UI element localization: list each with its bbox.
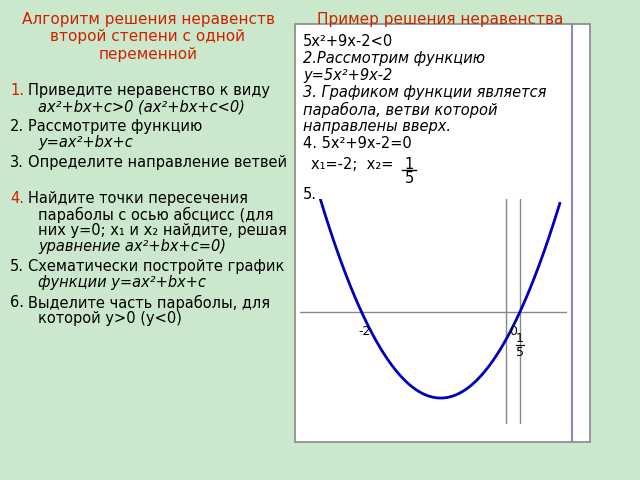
Text: Найдите точки пересечения: Найдите точки пересечения [28,191,248,206]
Text: 5x²+9x-2<0: 5x²+9x-2<0 [303,34,393,49]
Text: Определите направление ветвей: Определите направление ветвей [28,155,287,170]
Text: x₁=-2;  x₂=: x₁=-2; x₂= [311,157,394,172]
Text: Выделите часть параболы, для: Выделите часть параболы, для [28,295,270,311]
Text: направлены вверх.: направлены вверх. [303,119,451,134]
Text: Приведите неравенство к виду: Приведите неравенство к виду [28,83,270,98]
Text: y=5x²+9x-2: y=5x²+9x-2 [303,68,392,83]
Text: Рассмотрите функцию: Рассмотрите функцию [28,119,202,134]
Text: функции y=ax²+bx+c: функции y=ax²+bx+c [38,275,206,290]
Text: y=ax²+bx+c: y=ax²+bx+c [38,135,132,150]
Text: них y=0; x₁ и x₂ найдите, решая: них y=0; x₁ и x₂ найдите, решая [38,223,287,238]
Text: параболы с осью абсцисс (для: параболы с осью абсцисс (для [38,207,273,223]
Text: 0: 0 [509,325,517,338]
Text: 1.: 1. [10,83,24,98]
Text: 3. Графиком функции является: 3. Графиком функции является [303,85,547,100]
Text: парабола, ветви которой: парабола, ветви которой [303,102,497,118]
Text: которой y>0 (y<0): которой y>0 (y<0) [38,311,182,326]
Text: 1: 1 [404,157,413,172]
Text: 6.: 6. [10,295,24,310]
Text: 5.: 5. [10,259,24,274]
Text: 2.: 2. [10,119,24,134]
Text: 5.: 5. [303,187,317,202]
Text: Пример решения неравенства: Пример решения неравенства [317,12,563,27]
Text: 1: 1 [516,332,524,345]
Text: 4.: 4. [10,191,24,206]
Text: 4. 5x²+9x-2=0: 4. 5x²+9x-2=0 [303,136,412,151]
Text: 5: 5 [516,347,524,360]
Text: -2: -2 [359,325,371,338]
Text: уравнение ax²+bx+c=0): уравнение ax²+bx+c=0) [38,239,226,254]
Text: Схематически постройте график: Схематически постройте график [28,259,284,274]
Bar [295,24,590,442]
Text: 3.: 3. [10,155,24,170]
Text: 5: 5 [404,171,413,186]
Text: 2.Рассмотрим функцию: 2.Рассмотрим функцию [303,51,485,66]
Text: Алгоритм решения неравенств
второй степени с одной
переменной: Алгоритм решения неравенств второй степе… [22,12,275,62]
Text: ax²+bx+c>0 (ax²+bx+c<0): ax²+bx+c>0 (ax²+bx+c<0) [38,99,245,114]
